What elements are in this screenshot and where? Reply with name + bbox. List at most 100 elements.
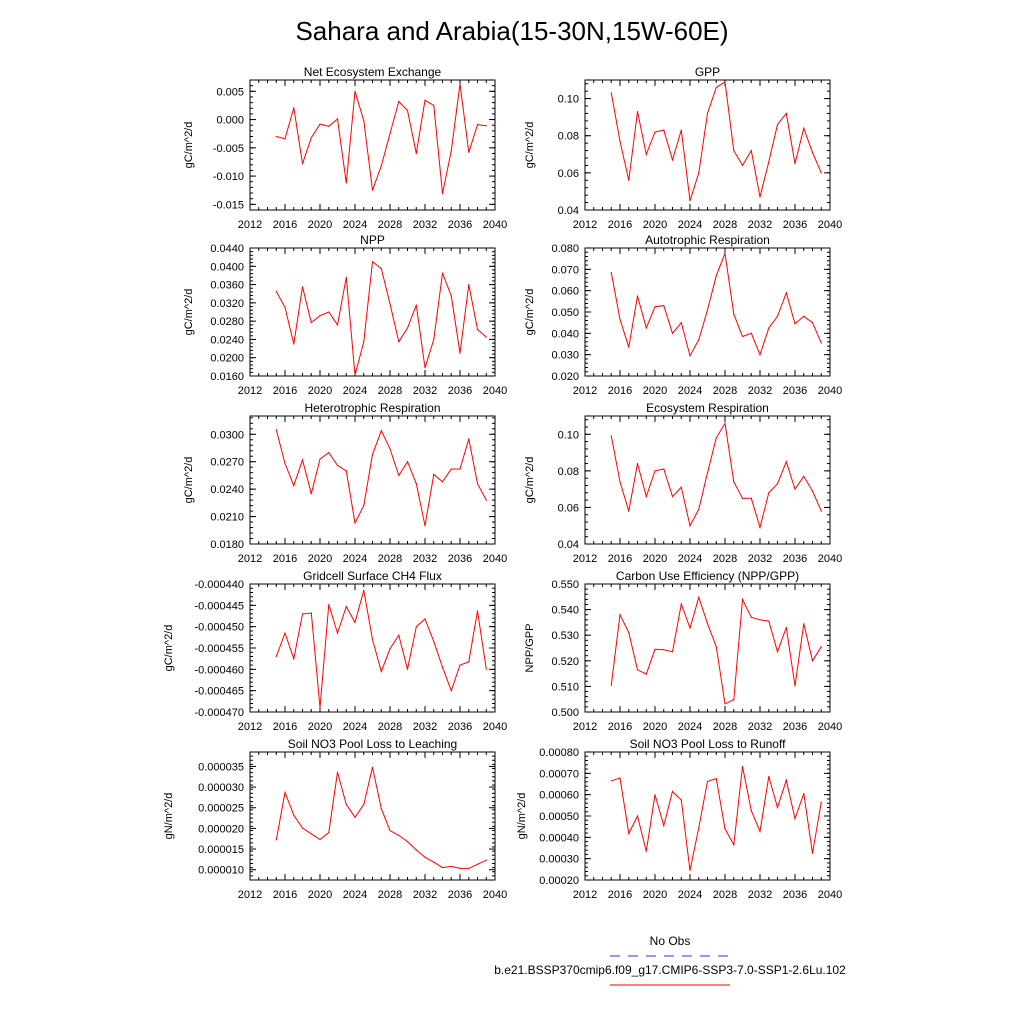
- data-point: [354, 621, 356, 624]
- series-line: [275, 767, 487, 869]
- y-tick-label: 0.000020: [198, 823, 244, 835]
- y-tick-label: 0.000015: [198, 844, 244, 856]
- data-point: [424, 856, 426, 858]
- chart-panel-6: Ecosystem Respiration 2012 2016 2020 2024 202…: [524, 401, 842, 565]
- data-point: [459, 664, 461, 666]
- data-point: [785, 779, 787, 781]
- data-point: [759, 354, 761, 356]
- data-point: [468, 151, 470, 153]
- y-tick-label: 0.06: [558, 502, 579, 514]
- data-point: [794, 163, 796, 165]
- data-point: [820, 510, 822, 512]
- y-tick-label: 0.00070: [539, 768, 579, 780]
- data-point: [654, 470, 656, 472]
- data-point: [776, 315, 779, 317]
- data-point: [628, 346, 630, 348]
- data-point: [328, 125, 330, 127]
- data-point: [741, 765, 744, 768]
- series-line: [610, 251, 822, 358]
- data-point: [628, 510, 630, 512]
- x-tick-label: 2040: [818, 553, 842, 565]
- data-point: [389, 448, 391, 450]
- data-point: [785, 292, 787, 294]
- x-tick-label: 2032: [748, 889, 772, 901]
- data-point: [750, 616, 752, 618]
- data-point: [663, 468, 665, 470]
- data-point: [293, 814, 295, 816]
- data-point: [293, 343, 295, 345]
- y-tick-label: 0.06: [558, 168, 579, 180]
- x-tick-label: 2028: [713, 889, 737, 901]
- data-point: [715, 646, 717, 648]
- data-point: [284, 791, 286, 794]
- data-point: [610, 684, 612, 686]
- data-point: [380, 808, 382, 810]
- data-point: [275, 429, 277, 431]
- y-tick-label: 0.0270: [210, 457, 244, 469]
- data-point: [450, 150, 452, 152]
- data-point: [398, 634, 400, 636]
- data-point: [759, 196, 761, 198]
- data-point: [628, 179, 630, 181]
- x-tick-label: 2020: [308, 385, 332, 397]
- data-point: [485, 125, 487, 127]
- data-point: [328, 311, 330, 313]
- panel-title: NPP: [360, 233, 385, 247]
- data-point: [671, 332, 674, 334]
- data-point: [698, 172, 700, 174]
- y-tick-label: 0.000030: [198, 782, 244, 794]
- y-tick-label: 0.000: [216, 115, 244, 127]
- data-point: [310, 137, 312, 139]
- data-point: [645, 495, 647, 498]
- data-point: [406, 668, 409, 670]
- data-point: [336, 771, 339, 773]
- y-tick-label: 0.04: [558, 205, 579, 217]
- data-point: [680, 603, 682, 605]
- data-point: [706, 623, 709, 625]
- data-point: [415, 626, 417, 628]
- data-point: [485, 499, 487, 501]
- data-point: [680, 486, 682, 488]
- data-point: [706, 309, 709, 311]
- y-tick-label: 0.070: [551, 264, 579, 276]
- x-tick-label: 2012: [238, 219, 262, 231]
- data-point: [741, 335, 744, 338]
- y-axis-label: gC/m^2/d: [163, 625, 175, 672]
- data-point: [441, 666, 444, 668]
- data-point: [750, 150, 752, 152]
- x-tick-label: 2036: [448, 219, 472, 231]
- y-tick-label: 0.520: [551, 656, 579, 668]
- data-point: [433, 473, 435, 476]
- data-point: [610, 780, 612, 782]
- x-tick-label: 2016: [608, 385, 632, 397]
- x-tick-label: 2040: [818, 889, 842, 901]
- data-point: [371, 261, 374, 263]
- x-tick-label: 2040: [483, 385, 507, 397]
- data-point: [424, 99, 426, 101]
- data-point: [759, 830, 761, 833]
- data-point: [415, 849, 417, 851]
- y-tick-label: -0.000460: [194, 664, 244, 676]
- y-tick-label: 0.08: [558, 131, 579, 143]
- y-tick-label: 0.00080: [539, 747, 579, 759]
- data-point: [619, 481, 621, 483]
- x-tick-label: 2016: [608, 219, 632, 231]
- x-tick-label: 2032: [413, 553, 437, 565]
- data-point: [354, 374, 356, 376]
- data-point: [284, 138, 286, 140]
- x-tick-label: 2036: [783, 385, 807, 397]
- x-tick-label: 2036: [783, 219, 807, 231]
- data-point: [671, 495, 674, 498]
- data-point: [301, 613, 304, 615]
- x-tick-label: 2020: [308, 553, 332, 565]
- data-point: [380, 165, 382, 167]
- x-tick-label: 2024: [343, 219, 367, 231]
- y-tick-label: 0.550: [551, 579, 579, 591]
- data-point: [794, 818, 796, 820]
- data-point: [363, 341, 365, 343]
- data-point: [671, 790, 674, 793]
- x-tick-label: 2036: [783, 721, 807, 733]
- data-point: [785, 626, 787, 629]
- data-point: [275, 135, 277, 138]
- x-tick-label: 2024: [678, 219, 702, 231]
